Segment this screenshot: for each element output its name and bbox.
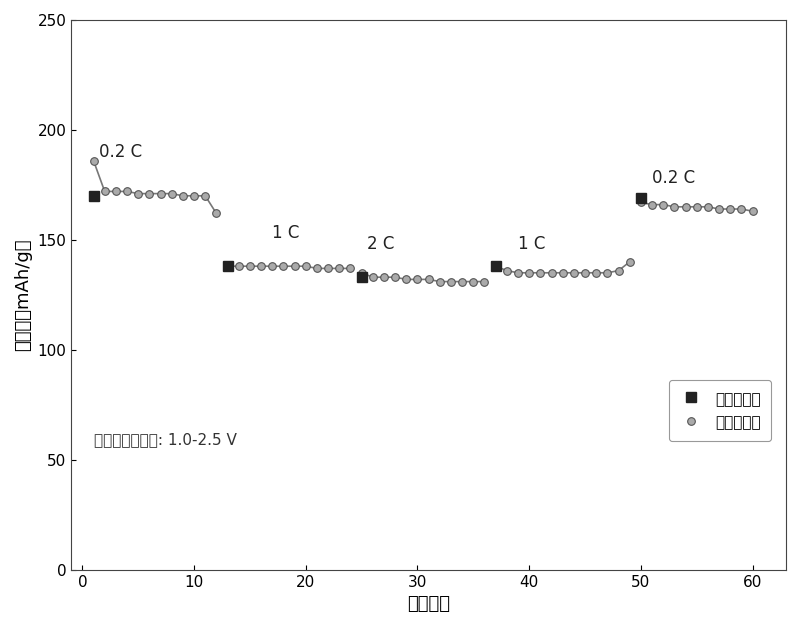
Text: 0.2 C: 0.2 C xyxy=(99,143,142,161)
Legend: 充电比容量, 放电比容量: 充电比容量, 放电比容量 xyxy=(669,380,771,441)
Text: 充放电截止电压: 1.0-2.5 V: 充放电截止电压: 1.0-2.5 V xyxy=(94,433,236,447)
放电比容量 xyxy=(100,187,110,195)
放电比容量 xyxy=(178,192,188,199)
Y-axis label: 比容量（mAh/g）: 比容量（mAh/g） xyxy=(14,238,32,351)
Text: 1 C: 1 C xyxy=(518,235,546,253)
放电比容量 xyxy=(167,190,177,198)
放电比容量 xyxy=(190,192,199,199)
放电比容量 xyxy=(212,209,222,217)
Line: 放电比容量: 放电比容量 xyxy=(90,157,220,217)
放电比容量 xyxy=(122,187,132,195)
X-axis label: 循环次数: 循环次数 xyxy=(407,595,450,613)
放电比容量 xyxy=(201,192,210,199)
放电比容量 xyxy=(111,187,121,195)
放电比容量 xyxy=(89,157,98,164)
Text: 1 C: 1 C xyxy=(272,224,300,242)
Text: 2 C: 2 C xyxy=(367,235,394,253)
放电比容量 xyxy=(145,190,154,198)
放电比容量 xyxy=(156,190,166,198)
Text: 0.2 C: 0.2 C xyxy=(652,169,695,187)
放电比容量 xyxy=(134,190,143,198)
